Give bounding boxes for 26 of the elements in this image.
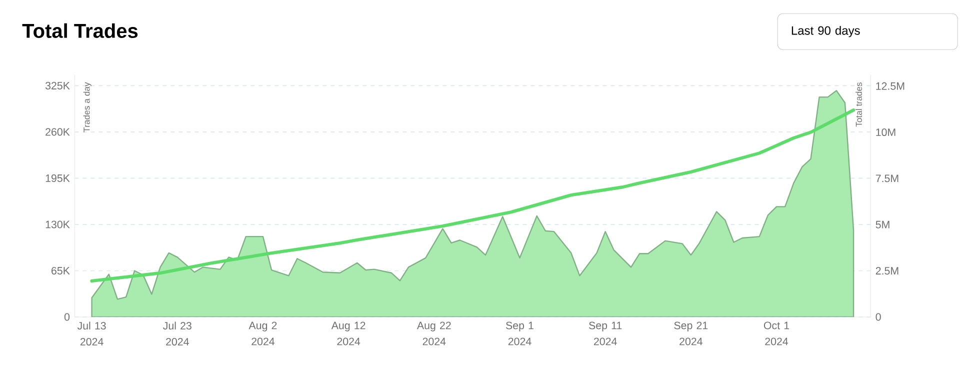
y-tick-label: 65K (52, 266, 70, 274)
y-tick-label: 130K (46, 220, 70, 228)
line-series (90, 108, 856, 283)
y2-axis-title: Total trades (856, 82, 862, 127)
x-tick-label: Sep 1 2024 (506, 322, 534, 346)
y-tick-label: 0 (64, 313, 70, 321)
x-tick-label: Aug 2 2024 (248, 322, 277, 346)
x-tick-label: Sep 21 2024 (674, 322, 708, 346)
y2-tick-label: 10M (876, 128, 896, 136)
x-tick-label: Oct 1 2024 (764, 322, 790, 346)
y-tick-label: 195K (46, 174, 70, 182)
y-axis-title: Trades a day (83, 82, 92, 132)
y2-tick-label: 5M (876, 220, 890, 228)
y2-tick-label: 2.5M (876, 267, 898, 275)
y2-tick-label: 7.5M (876, 174, 898, 182)
y2-tick-label: 0 (876, 313, 881, 321)
y-tick-label: 260K (46, 128, 70, 136)
x-tick-label: Jul 13 2024 (77, 322, 106, 346)
chart-title: Total Trades (22, 23, 138, 38)
x-tick-label: Sep 11 2024 (589, 322, 622, 346)
y-tick-label: 325K (45, 82, 70, 90)
x-tick-label: Aug 12 2024 (331, 322, 366, 346)
y2-tick-label: 12.5M (876, 82, 904, 90)
x-tick-label: Aug 22 2024 (416, 322, 451, 346)
text: Last 90 days (792, 26, 860, 38)
x-tick-label: Jul 23 2024 (163, 322, 192, 346)
